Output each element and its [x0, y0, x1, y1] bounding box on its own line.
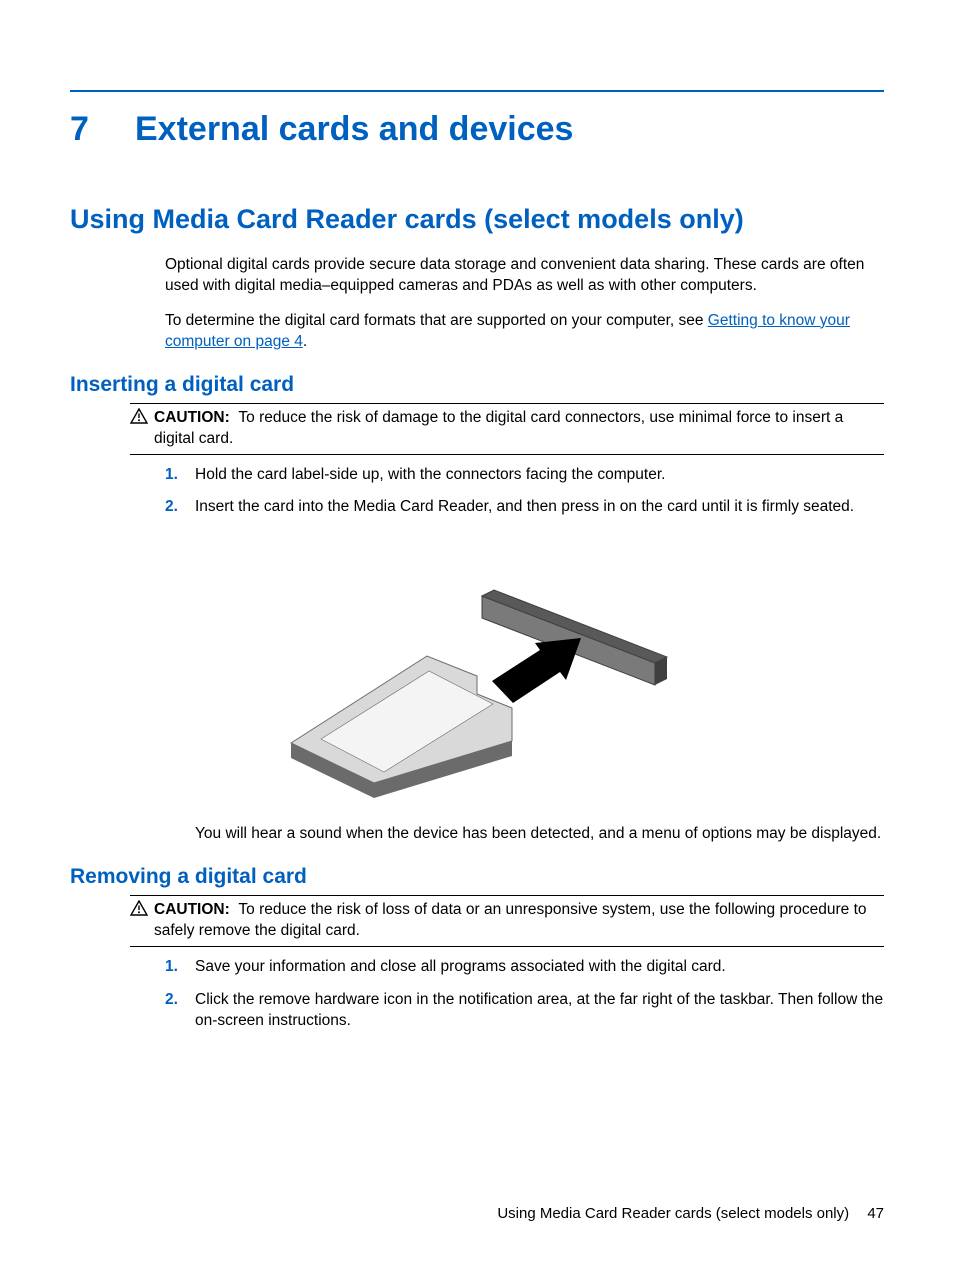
chapter-heading: 7 External cards and devices [70, 110, 884, 149]
chapter-title: External cards and devices [135, 110, 573, 149]
step-text: Click the remove hardware icon in the no… [195, 990, 884, 1032]
list-item: 1.Save your information and close all pr… [165, 957, 884, 978]
subsection-removing-heading: Removing a digital card [70, 865, 884, 889]
chapter-number: 7 [70, 110, 135, 149]
after-figure-text: You will hear a sound when the device ha… [195, 824, 884, 845]
list-item: 2.Insert the card into the Media Card Re… [165, 497, 884, 518]
footer-page-number: 47 [867, 1205, 884, 1222]
figure-sd-card [277, 536, 677, 806]
step-text: Hold the card label-side up, with the co… [195, 465, 665, 486]
intro2-post: . [303, 333, 307, 350]
inserting-steps: 1.Hold the card label-side up, with the … [165, 465, 884, 519]
intro-paragraph-2: To determine the digital card formats th… [165, 311, 884, 353]
intro-paragraph-1: Optional digital cards provide secure da… [165, 255, 884, 297]
list-item: 1.Hold the card label-side up, with the … [165, 465, 884, 486]
footer-text: Using Media Card Reader cards (select mo… [497, 1205, 849, 1222]
step-text: Insert the card into the Media Card Read… [195, 497, 854, 518]
caution-text: CAUTION: To reduce the risk of damage to… [154, 408, 884, 450]
caution-text: CAUTION: To reduce the risk of loss of d… [154, 900, 884, 942]
caution-rule-bottom [130, 454, 884, 455]
caution-inserting: CAUTION: To reduce the risk of damage to… [130, 403, 884, 455]
caution-label: CAUTION: [154, 901, 230, 918]
caution-removing: CAUTION: To reduce the risk of loss of d… [130, 895, 884, 947]
subsection-inserting-heading: Inserting a digital card [70, 373, 884, 397]
after-figure: You will hear a sound when the device ha… [195, 824, 884, 845]
warning-icon [130, 408, 148, 429]
caution-body: To reduce the risk of damage to the digi… [154, 409, 843, 447]
page-footer: Using Media Card Reader cards (select mo… [497, 1205, 884, 1222]
warning-icon [130, 900, 148, 921]
chapter-rule [70, 90, 884, 92]
step-number: 1. [165, 465, 195, 486]
removing-steps: 1.Save your information and close all pr… [165, 957, 884, 1032]
step-number: 2. [165, 497, 195, 518]
caution-label: CAUTION: [154, 409, 230, 426]
section-heading: Using Media Card Reader cards (select mo… [70, 204, 884, 235]
page: 7 External cards and devices Using Media… [0, 0, 954, 1270]
step-number: 1. [165, 957, 195, 978]
caution-rule-bottom [130, 946, 884, 947]
intro2-pre: To determine the digital card formats th… [165, 312, 708, 329]
list-item: 2.Click the remove hardware icon in the … [165, 990, 884, 1032]
intro-block: Optional digital cards provide secure da… [165, 255, 884, 353]
step-number: 2. [165, 990, 195, 1032]
caution-body: To reduce the risk of loss of data or an… [154, 901, 867, 939]
step-text: Save your information and close all prog… [195, 957, 726, 978]
